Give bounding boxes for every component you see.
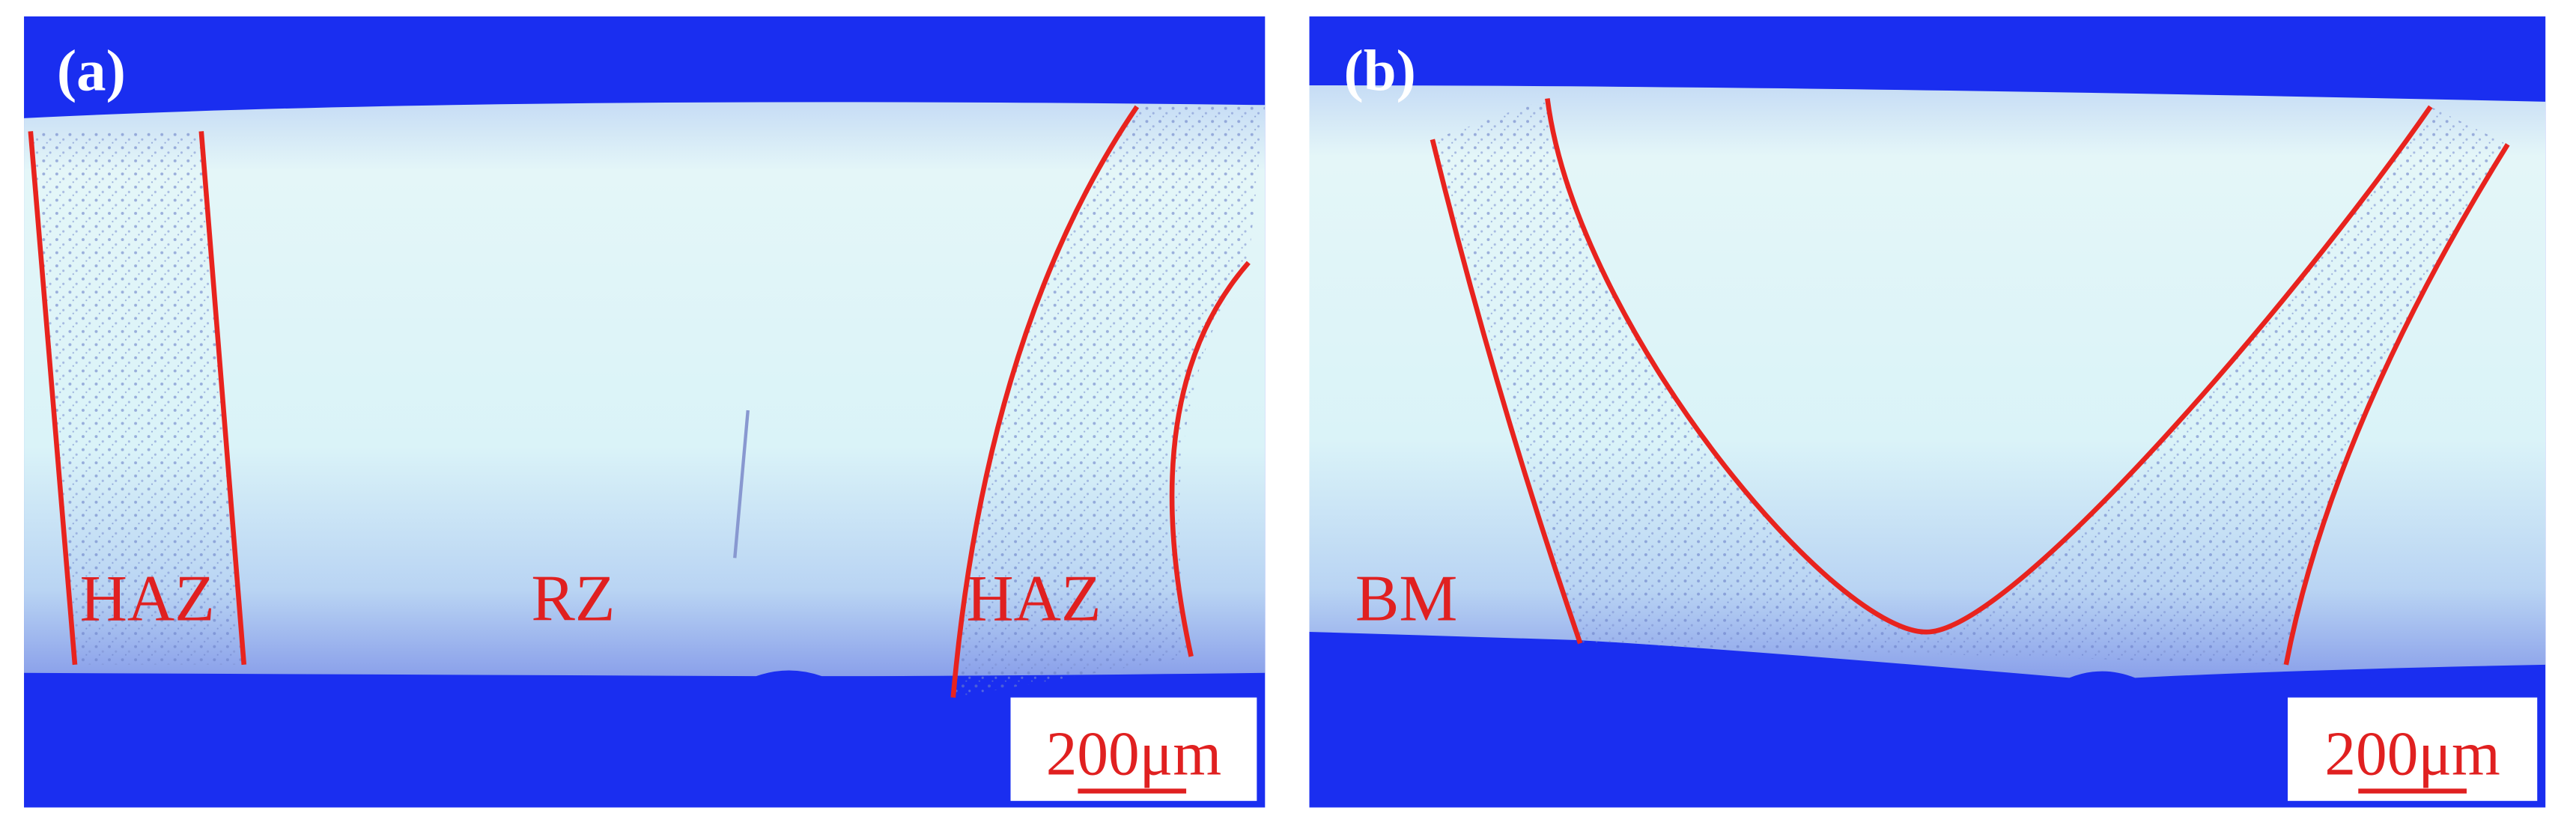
boundary	[198, 131, 247, 666]
boundary	[1545, 98, 2433, 635]
boundary	[1430, 139, 1583, 645]
panel-label: (b)	[1344, 39, 1416, 104]
boundary	[2283, 143, 2510, 666]
haz-texture	[30, 131, 244, 665]
scale-box	[2288, 697, 2538, 801]
panel-label: (a)	[57, 39, 126, 104]
scale-bar-label: 200μm	[1046, 720, 1221, 789]
boundary	[1169, 261, 1251, 657]
scratch	[733, 410, 750, 558]
region-label: HAZ	[966, 562, 1101, 635]
panel-a: (a) HAZ RZ HAZ 200μm	[24, 16, 1266, 808]
haz-texture	[953, 105, 1266, 698]
region-label: HAZ	[80, 562, 215, 635]
region-label: RZ	[531, 562, 615, 635]
boundary	[28, 131, 78, 666]
scale-bar-label: 200μm	[2324, 720, 2500, 789]
haz-texture	[1432, 98, 2508, 665]
scale-box	[1010, 697, 1257, 801]
region-label: BM	[1355, 562, 1457, 635]
panel-b: (b) BM 200μm	[1309, 16, 2546, 808]
boundary	[950, 105, 1140, 698]
sample-band	[24, 102, 1266, 677]
